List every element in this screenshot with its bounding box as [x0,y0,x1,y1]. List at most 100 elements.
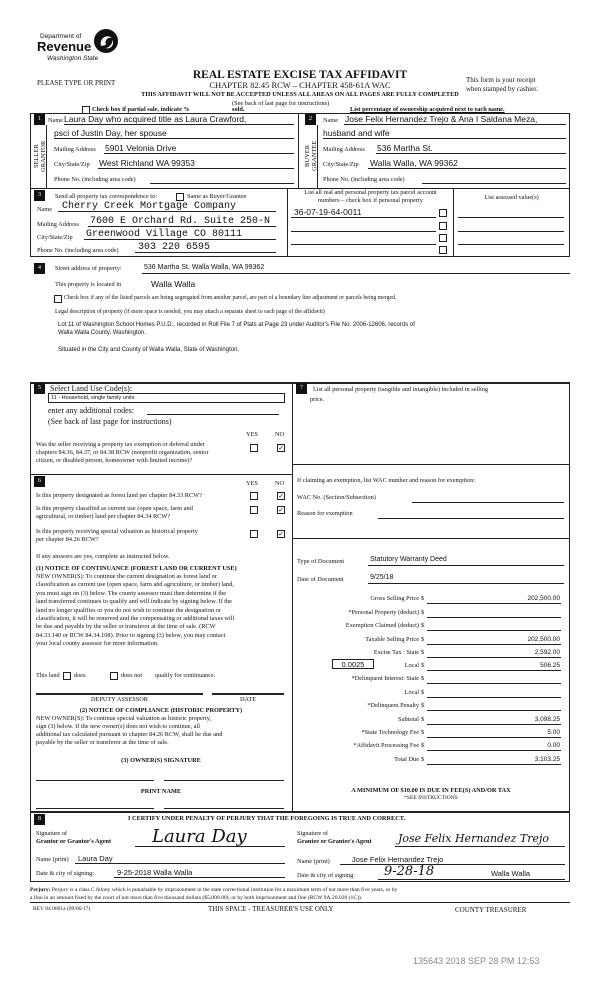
parcel-line[interactable] [291,244,436,245]
dollar-sign: $ [421,716,425,723]
local-rate-box[interactable]: 0.0025 [332,659,374,669]
print-name-line[interactable] [164,808,284,809]
grantee-date-label: Date & city of signing: [297,872,356,879]
field-line [135,846,285,847]
segregated-checkbox[interactable] [54,295,62,303]
corr-phone[interactable]: 303 220 6595 [138,242,211,253]
same-as-buyer-checkbox[interactable] [176,193,184,201]
assessed-line[interactable] [458,217,564,218]
street-address[interactable]: 536 Martha St. Walla Walla, WA 99362 [144,264,265,271]
assessed-line[interactable] [458,256,564,257]
parcel-line[interactable] [291,217,436,218]
seller-mailing[interactable]: 5901 Velonia Drive [105,143,177,153]
doc-date[interactable]: 9/25/18 [370,574,394,581]
buyer-city[interactable]: Walla Walla, WA 99362 [370,158,458,168]
tax-row-input[interactable] [427,724,561,725]
corr-city[interactable]: Greenwood Village CO 80111 [86,229,243,240]
tax-row-input[interactable] [427,710,561,711]
tax-row-input[interactable] [427,764,561,765]
seller-city[interactable]: West Richland WA 99353 [99,158,195,168]
seller-name[interactable]: Laura Day who acquired title as Laura Cr… [64,114,247,124]
buyer-mailing[interactable]: 536 Martha St. [377,143,433,153]
text-line: be due and payable by the seller or tran… [36,623,216,631]
yes-checkbox[interactable] [250,444,258,452]
no-checkbox-checked[interactable]: ✓ [277,506,285,514]
yes-checkbox[interactable] [250,530,258,538]
no-checkbox-checked[interactable]: ✓ [277,530,285,538]
yes-checkbox[interactable] [250,492,258,500]
grantee-sig-label-1: Signature of [297,830,328,837]
wac-input[interactable] [412,502,564,503]
tax-row-label: Excise Tax : State [373,649,419,656]
does-not-checkbox[interactable] [110,672,118,680]
parcel-line[interactable] [291,256,436,257]
divider [292,382,293,812]
dollar-sign: $ [421,609,425,616]
seller-phone[interactable] [150,183,294,184]
deputy-assessor-line[interactable] [36,693,203,695]
does-checkbox[interactable] [63,672,71,680]
forest-question: Is this property designated as forest la… [36,492,202,499]
grantee-name[interactable]: Jose Felix Hernandez Trejo [352,855,444,864]
owner-signature-line[interactable] [164,780,284,781]
legal-description-3: Situated in the City and County of Walla… [58,347,240,353]
dollar-sign: $ [421,649,425,656]
grantor-date-label: Date & city of signing: [36,870,95,877]
grantor-date[interactable]: 9-25-2018 Walla Walla [117,868,193,877]
tax-row-input[interactable] [427,617,561,618]
corr-mailing[interactable]: 7600 E Orchard Rd. Suite 250-N [90,216,271,227]
field-line [135,252,276,253]
assessed-line[interactable] [458,244,564,245]
tax-row-input[interactable] [427,644,561,645]
located-county[interactable]: Walla Walla [151,279,196,289]
additional-codes-input[interactable] [147,414,279,415]
grantee-signature[interactable]: Jose Felix Hernandez Trejo [398,832,550,845]
grantee-city[interactable]: Walla Walla [491,869,531,878]
tax-row-input[interactable] [427,630,561,631]
assessed-line[interactable] [458,231,564,232]
tax-row-input[interactable] [427,603,561,604]
tax-row-label: Total Due [394,756,419,763]
buyer-name-2[interactable]: husband and wife [323,128,390,138]
field-line [98,168,294,169]
doc-type[interactable]: Statutory Warranty Deed [370,556,447,563]
date-line[interactable] [212,693,284,695]
print-name-line[interactable] [36,808,154,809]
reason-input[interactable] [378,518,564,519]
grantor-signature[interactable]: Laura Day [152,826,247,847]
seller-name-2[interactable]: psci of Justin Day, her spouse [54,128,167,138]
no-checkbox-checked[interactable]: ✓ [277,492,285,500]
land-use-select[interactable]: 11 - Household, single family units [48,393,285,403]
additional-codes-label: enter any additional codes: [48,406,134,415]
tax-row-input[interactable] [427,670,561,671]
no-checkbox-checked[interactable]: ✓ [277,444,285,452]
tax-row-input[interactable] [427,683,561,684]
tax-row-label: Taxable Selling Price [365,636,419,643]
field-line [64,124,294,125]
tax-row-input[interactable] [427,697,561,698]
personal-property-checkbox[interactable] [439,234,447,242]
tax-row-input[interactable] [427,737,561,738]
buyer-name[interactable]: Jose Felix Hernandez Trejo & Ana I Salda… [345,114,538,124]
grantee-date[interactable]: 9-28-18 [384,864,435,879]
corr-name[interactable]: Cherry Creek Mortgage Company [62,201,237,212]
personal-property-checkbox[interactable] [439,222,447,230]
tax-row-input[interactable] [427,657,561,658]
tax-row-label: *Delinquent Penalty [367,702,419,709]
grantor-sig-label-2: Grantor or Grantor's Agent [36,838,112,845]
grantor-name[interactable]: Laura Day [78,854,113,863]
text-line: NEW OWNER(S): To continue the current de… [36,573,217,580]
tax-row-label: Subtotal [398,716,419,723]
personal-property-checkbox[interactable] [439,209,447,217]
local-rate: 0.0025 [341,660,365,669]
tax-row-input[interactable] [427,750,561,751]
parcel-number[interactable]: 36-07-19-64-0011 [294,207,362,217]
city-label: City/State/Zip [323,161,359,168]
divider [30,902,570,903]
personal-property-checkbox[interactable] [439,246,447,254]
owner-signature-line[interactable] [36,780,154,781]
yes-checkbox[interactable] [250,506,258,514]
phone-label: Phone No. (including area code) [323,176,405,183]
parcel-line[interactable] [291,231,436,232]
buyer-phone[interactable] [422,183,566,184]
